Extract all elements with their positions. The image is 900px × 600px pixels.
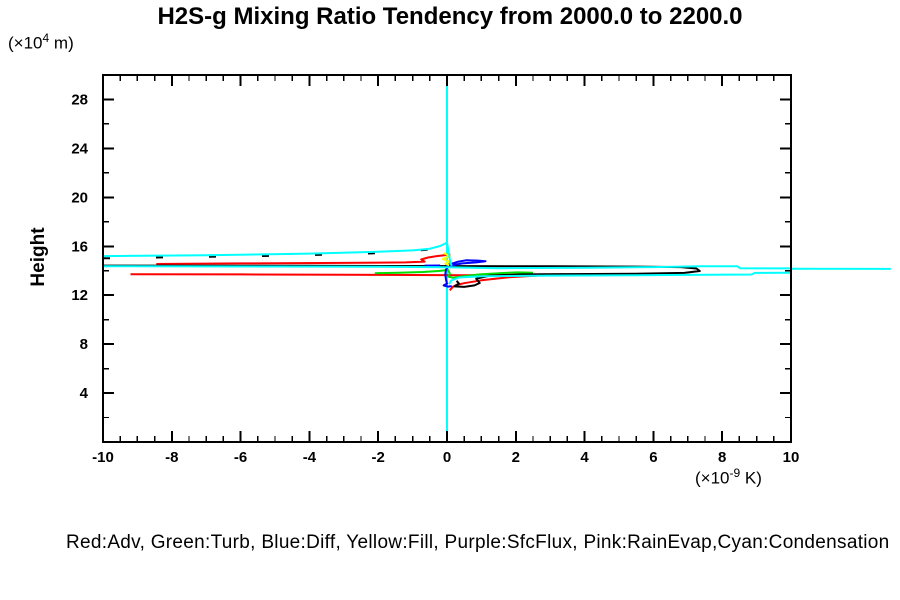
x-tick-label: -4 bbox=[303, 449, 317, 466]
x-tick-label: -10 bbox=[92, 449, 114, 466]
chart-title: H2S-g Mixing Ratio Tendency from 2000.0 … bbox=[157, 3, 743, 30]
y-tick-label: 4 bbox=[80, 385, 89, 402]
y-unit-suffix: m) bbox=[49, 33, 74, 53]
x-axis-unit-label: (×10-9 K) bbox=[695, 466, 762, 489]
legend-caption: Red:Adv, Green:Turb, Blue:Diff, Yellow:F… bbox=[66, 532, 890, 553]
x-tick-label: 10 bbox=[783, 449, 800, 466]
y-tick-label: 20 bbox=[71, 189, 88, 206]
y-tick-label: 12 bbox=[71, 287, 88, 304]
series-blue bbox=[424, 259, 487, 288]
x-tick-label: 6 bbox=[649, 449, 657, 466]
y-tick-label: 8 bbox=[80, 336, 88, 353]
series-green bbox=[374, 269, 534, 279]
x-unit-exponent: -9 bbox=[729, 466, 741, 480]
x-tick-label: 4 bbox=[580, 449, 589, 466]
x-unit-prefix: (×10 bbox=[695, 468, 730, 488]
y-tick-label: 24 bbox=[71, 140, 88, 157]
y-axis-title: Height bbox=[28, 227, 49, 287]
y-unit-exponent: 4 bbox=[42, 31, 50, 45]
y-tick-label: 16 bbox=[71, 238, 88, 255]
x-tick-label: 2 bbox=[512, 449, 520, 466]
x-tick-label: 0 bbox=[443, 449, 451, 466]
x-tick-label: -2 bbox=[372, 449, 385, 466]
x-tick-label: -6 bbox=[234, 449, 247, 466]
x-unit-suffix: K) bbox=[740, 468, 762, 488]
y-tick-label: 28 bbox=[71, 91, 88, 108]
series-cyan bbox=[102, 241, 891, 285]
axis-ticks bbox=[102, 75, 792, 442]
x-tick-label: -8 bbox=[165, 449, 178, 466]
y-axis-unit-label: (×104 m) bbox=[8, 31, 74, 54]
y-unit-prefix: (×10 bbox=[8, 33, 43, 53]
x-tick-label: 8 bbox=[718, 449, 726, 466]
